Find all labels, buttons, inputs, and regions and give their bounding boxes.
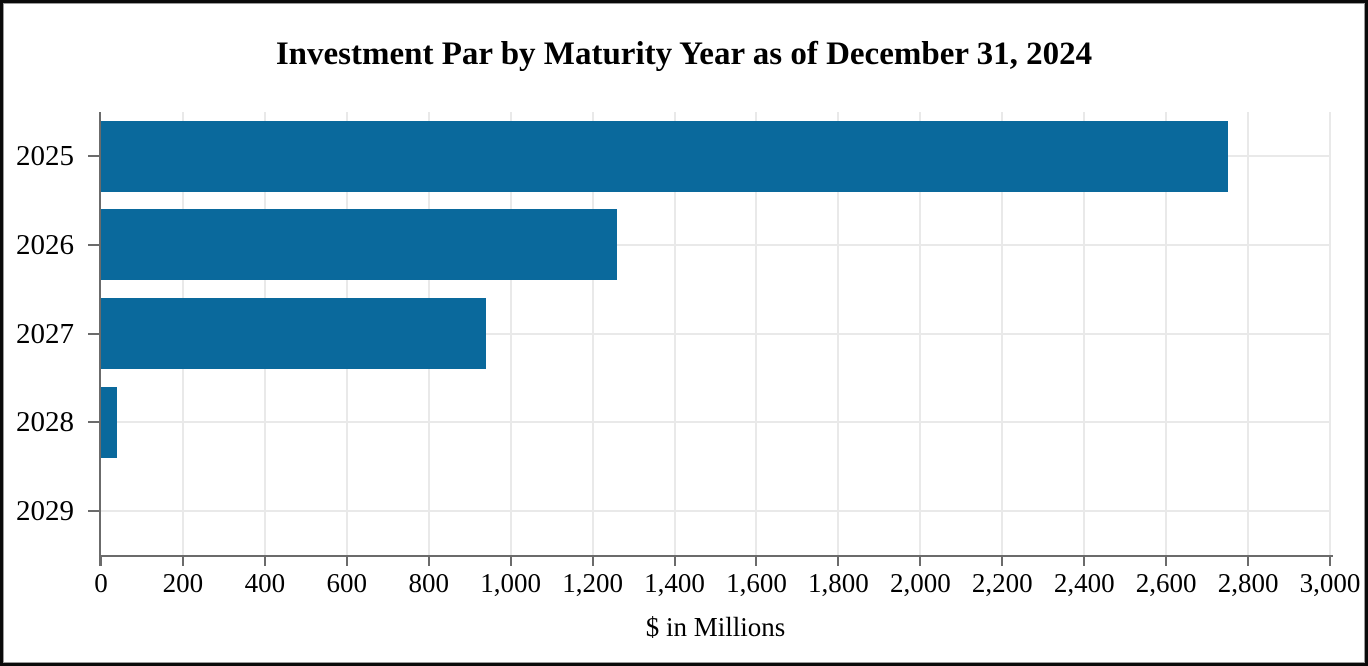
y-tick-label: 2029: [16, 494, 74, 527]
x-axis-tick: [1329, 555, 1331, 566]
x-axis-tick: [1083, 555, 1086, 566]
x-tick-label: 1,400: [644, 568, 705, 598]
gridline-horizontal: [101, 509, 1330, 512]
bar-2027: [101, 298, 487, 369]
x-axis-tick: [1247, 555, 1250, 566]
x-axis-tick: [345, 555, 348, 566]
y-tick-label: 2025: [16, 140, 74, 173]
gridline-horizontal: [101, 243, 1330, 246]
gridline-horizontal: [101, 332, 1330, 335]
x-axis-tick: [263, 555, 266, 566]
y-axis-tick: [88, 155, 101, 158]
x-tick-label: 2,600: [1135, 568, 1197, 598]
bar-2025: [101, 120, 1228, 192]
y-tick-label: 2027: [16, 317, 74, 350]
bar-2026: [101, 209, 618, 281]
x-tick-label: 200: [162, 568, 204, 598]
chart-title: Investment Par by Maturity Year as of De…: [275, 36, 1093, 72]
x-tick-label: 2,400: [1053, 568, 1115, 598]
x-tick-label: 2,000: [889, 568, 951, 598]
x-tick-label: 0: [94, 568, 108, 598]
x-tick-label: 2,200: [971, 568, 1033, 598]
x-tick-label: 2,800: [1217, 568, 1279, 598]
bar-2028: [101, 386, 118, 458]
x-axis-tick: [673, 555, 676, 566]
x-axis-tick: [755, 555, 758, 566]
x-axis-tick: [100, 555, 102, 566]
y-axis-tick: [88, 421, 101, 424]
y-axis-line: [99, 112, 101, 566]
x-axis-tick: [919, 555, 922, 566]
x-tick-label: 3,000: [1299, 568, 1361, 598]
y-axis-tick: [88, 243, 101, 246]
gridline-horizontal: [101, 421, 1330, 424]
x-axis-tick: [1001, 555, 1004, 566]
y-axis-tick: [88, 509, 101, 512]
x-axis-tick: [427, 555, 430, 566]
x-axis-tick: [181, 555, 184, 566]
gridline-vertical: [1329, 112, 1331, 555]
x-axis-tick: [1165, 555, 1168, 566]
y-tick-label: 2026: [16, 228, 74, 261]
x-tick-label: 400: [244, 568, 286, 598]
x-tick-label: 1,200: [562, 568, 623, 598]
x-tick-label: 1,600: [726, 568, 787, 598]
x-axis-title: $ in Millions: [645, 612, 786, 642]
x-axis-tick: [837, 555, 840, 566]
x-tick-label: 1,800: [808, 568, 869, 598]
y-tick-label: 2028: [16, 406, 74, 439]
x-axis-tick: [509, 555, 512, 566]
x-axis-line: [99, 555, 1333, 557]
x-tick-label: 800: [408, 568, 449, 598]
x-axis-tick: [591, 555, 594, 566]
y-axis-tick: [88, 332, 101, 335]
x-tick-label: 600: [326, 568, 368, 598]
x-tick-label: 1,000: [480, 568, 542, 598]
